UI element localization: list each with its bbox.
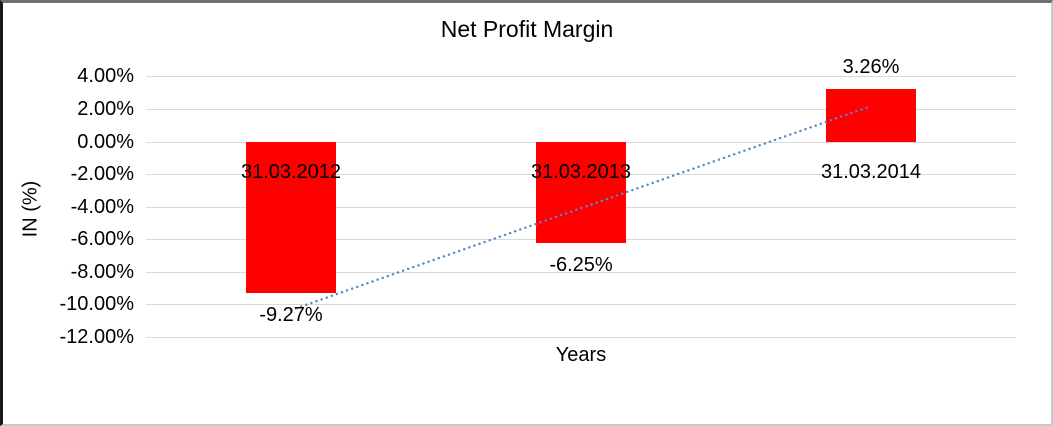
data-label: -6.25% [549,254,613,277]
gridline [146,336,1016,338]
data-label: -9.27% [259,303,323,326]
y-tick-label: -6.00% [70,228,134,251]
x-axis-title: Years [555,344,607,366]
category-label: 31.03.2012 [240,160,342,183]
y-tick-label: -12.00% [59,325,135,348]
y-tick-label: -10.00% [59,293,135,316]
category-label: 31.03.2014 [820,160,922,183]
data-label: 3.26% [842,55,900,78]
y-tick-label: 2.00% [77,98,134,121]
chart-title: Net Profit Margin [440,16,614,42]
bar [536,141,626,244]
category-label: 31.03.2013 [530,160,632,183]
y-tick-label: -2.00% [70,163,134,186]
gridline [146,76,1016,78]
y-tick-label: 0.00% [77,130,134,153]
y-tick-label: -4.00% [70,195,134,218]
bar [826,88,916,142]
y-tick-label: 4.00% [77,65,134,88]
y-tick-label: -8.00% [70,260,134,283]
